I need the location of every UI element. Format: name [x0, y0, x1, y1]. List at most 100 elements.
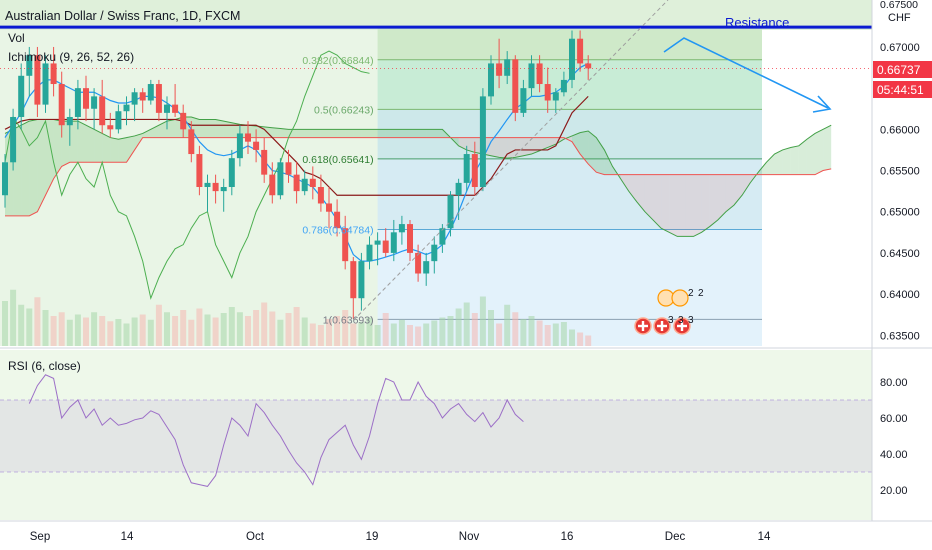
volume-bar — [528, 316, 535, 346]
volume-bar — [398, 319, 405, 346]
cloud-segment — [572, 132, 581, 155]
volume-bar — [188, 319, 195, 346]
cloud-segment — [725, 174, 734, 212]
candle-body — [431, 244, 438, 262]
fib-level-labels: 0.382(0.66844) 0.5(0.66243) 0.618(0.65641)… — [302, 55, 373, 327]
volume-bar — [212, 317, 219, 346]
cloud-segment — [515, 137, 524, 158]
rsi-line — [28, 374, 524, 487]
volume-bar — [512, 312, 519, 346]
volume-bar — [18, 304, 25, 346]
resistance-label: Resistance — [725, 15, 789, 30]
fib-level-label: 0.786(0.64784) — [302, 225, 373, 237]
candle-body — [107, 125, 114, 130]
cloud-segment — [466, 137, 475, 153]
candle-body — [585, 63, 592, 69]
volume-bar — [285, 313, 292, 346]
candle-body — [569, 38, 575, 80]
volume-bar — [66, 319, 73, 346]
volume-bar — [139, 314, 146, 346]
price-tick-label: 0.64000 — [880, 289, 920, 301]
event-count-label: 3 — [678, 315, 684, 326]
volume-bar — [58, 312, 65, 346]
cloud-segment — [547, 137, 556, 148]
cloud-segment — [329, 129, 338, 138]
current-price-label: 0.66737 — [877, 63, 921, 77]
cloud-segment — [580, 130, 589, 164]
volume-bar — [172, 316, 179, 346]
volume-bar — [536, 320, 543, 346]
cloud-segment — [29, 119, 38, 216]
ichimoku-indicator-label[interactable]: Ichimoku (9, 26, 52, 26) — [8, 50, 134, 64]
cloud-segment — [661, 174, 670, 233]
cloud-segment — [823, 125, 832, 171]
cloud-segment — [393, 129, 402, 138]
fib-zone-band — [377, 158, 762, 230]
candle-body — [398, 224, 405, 233]
cloud-segment — [272, 127, 281, 138]
candle-body — [123, 104, 130, 112]
volume-bar — [496, 323, 503, 346]
cloud-segment — [86, 125, 95, 163]
cloud-segment — [815, 129, 824, 175]
volume-bar — [374, 325, 381, 346]
forecast-arrow-line — [663, 37, 829, 109]
cloud-segment — [142, 129, 151, 138]
candle-body — [326, 203, 332, 212]
candle-body — [66, 116, 73, 126]
candle-body — [172, 104, 179, 113]
candle-body — [34, 55, 41, 105]
candle-body — [147, 84, 154, 101]
volume-bar — [415, 326, 422, 346]
volume-bar — [26, 308, 33, 346]
cloud-segment — [77, 121, 86, 163]
candle-body — [293, 174, 300, 192]
candle-body — [407, 224, 413, 253]
cloud-segment — [790, 145, 799, 175]
volume-bar — [455, 308, 462, 346]
cloud-segment — [102, 133, 111, 163]
current-price-badge — [873, 61, 932, 78]
candle-body — [285, 162, 292, 175]
time-tick-label: 19 — [366, 531, 379, 543]
countdown-label: 05:44:51 — [877, 83, 924, 97]
volume-bar — [342, 310, 349, 346]
candle-body — [269, 174, 276, 196]
cloud-segment — [296, 129, 305, 138]
volume-bar — [471, 313, 478, 346]
cloud-segment — [491, 137, 500, 158]
cloud-segment — [401, 129, 410, 138]
candle-body — [139, 92, 146, 101]
candle-body — [439, 228, 446, 245]
event-count-label: 3 — [688, 315, 694, 326]
cloud-segment — [693, 174, 702, 237]
candle-body — [42, 63, 49, 105]
candle-body — [99, 96, 106, 126]
volume-bar — [131, 317, 138, 346]
volume-bar — [107, 321, 114, 346]
candle-body — [423, 261, 430, 274]
event-flag-cross — [657, 324, 667, 328]
countdown-badge — [873, 81, 932, 98]
candle-body — [471, 154, 478, 188]
price-tick-label: 0.64500 — [880, 248, 920, 260]
candle-body — [131, 92, 138, 105]
volume-bar — [277, 319, 284, 346]
volume-bar — [196, 308, 203, 346]
leading-span-b-line — [5, 137, 832, 217]
volume-bar — [253, 310, 260, 346]
candle-body — [382, 240, 389, 253]
cloud-segment — [774, 149, 783, 175]
candle-body — [301, 178, 308, 192]
cloud-segment — [798, 139, 807, 175]
cloud-segment — [304, 129, 313, 138]
rsi-indicator-label[interactable]: RSI (6, close) — [8, 359, 81, 373]
candle-body — [180, 112, 187, 130]
rsi-tick-label: 80.00 — [880, 377, 908, 389]
volume-bar — [317, 325, 324, 346]
time-tick-label: Oct — [246, 531, 265, 543]
candle-body — [220, 187, 227, 192]
volume-indicator-label[interactable]: Vol — [8, 31, 25, 45]
green-zone-top — [0, 0, 872, 30]
